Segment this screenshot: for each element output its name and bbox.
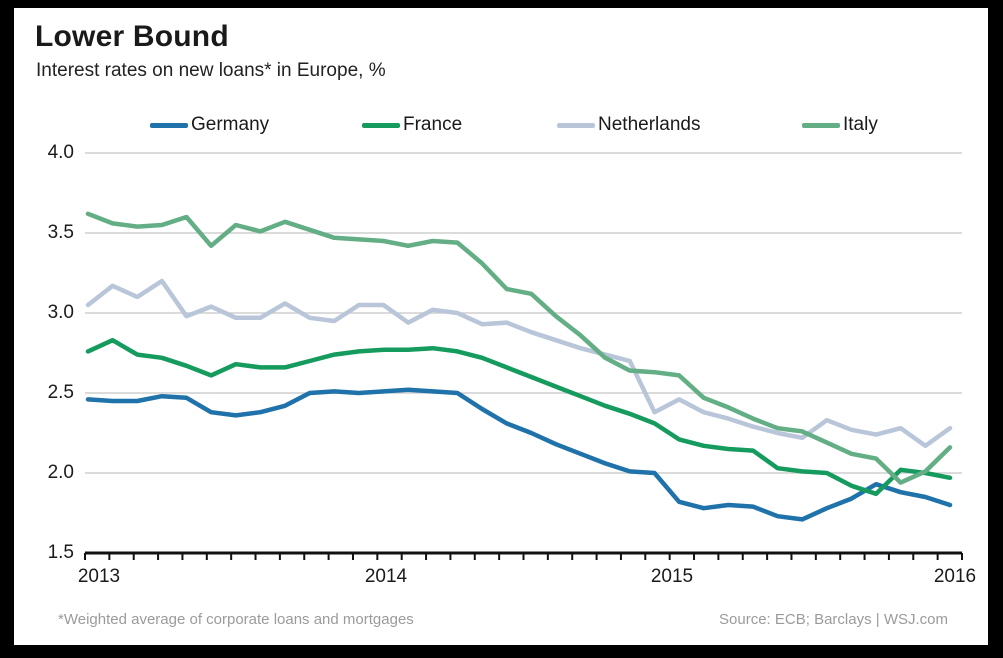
legend-swatch-netherlands <box>557 122 595 128</box>
legend-label-italy: Italy <box>843 114 878 135</box>
y-tick-label-3.5: 3.5 <box>47 222 74 243</box>
chart-source: Source: ECB; Barclays | WSJ.com <box>719 611 948 628</box>
y-tick-label-4.0: 4.0 <box>47 142 74 163</box>
legend-item-france: France <box>362 113 462 137</box>
legend-label-germany: Germany <box>191 114 270 135</box>
chart-title: Lower Bound <box>35 20 229 53</box>
legend-item-germany: Germany <box>150 113 269 137</box>
legend-swatch-germany <box>150 122 188 128</box>
legend-item-italy: Italy <box>802 113 878 137</box>
x-tick-label-2013: 2013 <box>77 566 121 587</box>
chart-card: Lower Bound Interest rates on new loans*… <box>14 8 988 645</box>
series-line-italy <box>85 211 953 485</box>
y-tick-label-2.5: 2.5 <box>47 382 74 403</box>
y-tick-label-1.5: 1.5 <box>47 542 74 563</box>
y-tick-label-2.0: 2.0 <box>47 462 74 483</box>
chart-subtitle: Interest rates on new loans* in Europe, … <box>36 60 386 81</box>
legend-swatch-italy <box>802 122 840 128</box>
series-line-netherlands <box>85 278 953 449</box>
chart-footnote: *Weighted average of corporate loans and… <box>58 611 414 628</box>
legend-swatch-france <box>362 122 400 128</box>
series-line-france <box>85 337 953 497</box>
legend-item-netherlands: Netherlands <box>557 113 700 137</box>
legend-label-netherlands: Netherlands <box>598 114 701 135</box>
legend-label-france: France <box>403 114 463 135</box>
x-tick-label-2014: 2014 <box>364 566 408 587</box>
y-tick-label-3.0: 3.0 <box>47 302 74 323</box>
x-tick-label-2015: 2015 <box>650 566 694 587</box>
series-line-germany <box>85 387 953 522</box>
x-tick-label-2016: 2016 <box>933 566 977 587</box>
